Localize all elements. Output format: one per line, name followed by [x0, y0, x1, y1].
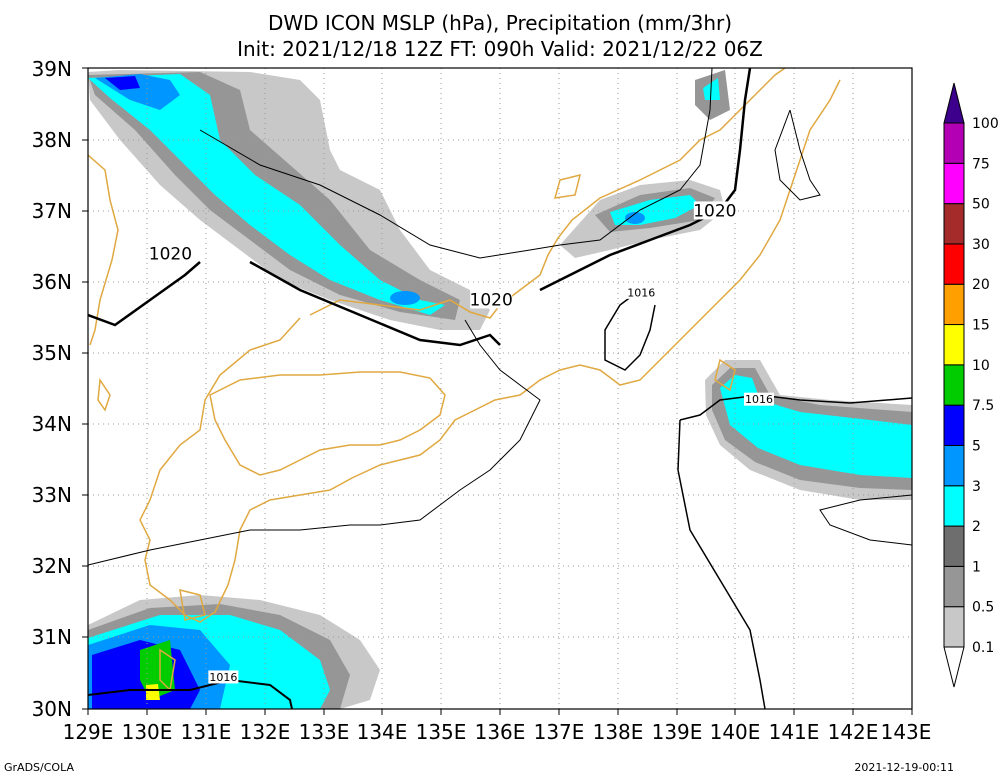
colorbar-box	[943, 606, 965, 648]
colorbar-label: 2	[972, 519, 981, 535]
colorbar-box	[943, 324, 965, 366]
lon-label: 134E	[357, 720, 408, 744]
precip-band-pacific-1mm	[720, 375, 912, 478]
x-axis: 129E 130E 131E 132E 133E 134E 135E 136E …	[63, 709, 932, 744]
plot-area: 1020 1020 1020 1016 1016 1016	[87, 67, 913, 710]
lon-label: 135E	[416, 720, 467, 744]
lat-label: 36N	[32, 270, 72, 294]
isobar-label-text: 1016	[209, 671, 237, 684]
colorbar-box	[943, 283, 965, 326]
isobar-label-text: 1020	[693, 202, 736, 222]
lon-label: 129E	[63, 720, 114, 744]
colorbar-box	[943, 404, 965, 446]
lon-label: 138E	[593, 720, 644, 744]
isobar-label: 1020	[149, 244, 192, 264]
isobar-label: 1016	[626, 285, 657, 299]
isobar-1020-central	[249, 260, 501, 347]
colorbar-box	[943, 203, 965, 245]
precip-cell-2mm-b	[390, 291, 420, 305]
precip-cell-2mm-d	[625, 212, 645, 224]
lon-label: 131E	[181, 720, 232, 744]
isobar-label: 1020	[470, 290, 513, 311]
lon-label: 139E	[652, 720, 703, 744]
lat-label: 39N	[32, 57, 72, 81]
lon-label: 141E	[769, 720, 820, 744]
graticule	[88, 68, 912, 709]
precip-cell-3mm	[105, 76, 140, 90]
isobar-label-text: 1016	[745, 393, 773, 406]
colorbar-label: 30	[972, 237, 990, 253]
colorbar-label: 3	[972, 479, 981, 495]
lat-label: 38N	[32, 128, 72, 152]
isobar-thin-se	[819, 494, 912, 546]
lat-label: 32N	[32, 554, 72, 578]
isobar-labels: 1020 1020 1020 1016 1016 1016	[149, 201, 774, 684]
colorbar-label: 20	[972, 277, 990, 293]
colorbar-label: 15	[972, 318, 990, 334]
colorbar-box	[943, 122, 965, 164]
lon-label: 142E	[828, 720, 879, 744]
y-axis: 30N 31N 32N 33N 34N 35N 36N 37N 38N 39N	[32, 57, 88, 721]
lon-label: 132E	[240, 720, 291, 744]
lon-label: 137E	[534, 720, 585, 744]
colorbar-label: 0.1	[972, 640, 994, 656]
lat-label: 33N	[32, 483, 72, 507]
isobar-label-text: 1020	[149, 244, 192, 264]
colorbar-label: 100	[972, 116, 999, 132]
colorbar-label: 50	[972, 197, 990, 213]
colorbar-label: 10	[972, 358, 990, 374]
precipitation-field	[88, 70, 912, 709]
lat-label: 35N	[32, 341, 72, 365]
lon-label: 143E	[881, 720, 932, 744]
colorbar-box	[943, 525, 965, 567]
isobar-thin-center	[88, 319, 541, 566]
colorbar-label: 7.5	[972, 398, 994, 414]
isobar-label: 1020	[693, 201, 736, 222]
precip-south-kyushu-7mm	[146, 684, 160, 700]
chart-subtitle: Init: 2021/12/18 12Z FT: 090h Valid: 202…	[237, 37, 763, 61]
precip-band-sea-of-japan-1mm	[88, 74, 445, 315]
lat-label: 30N	[32, 697, 72, 721]
colorbar-label: 5	[972, 438, 981, 454]
chart-title: DWD ICON MSLP (hPa), Precipitation (mm/3…	[267, 11, 733, 35]
lat-label: 34N	[32, 412, 72, 436]
isobar-thin-east	[774, 109, 821, 201]
colorbar-label: 1	[972, 559, 981, 575]
colorbar-min-triangle	[943, 646, 965, 688]
isobar-label-text: 1020	[470, 291, 513, 311]
lat-label: 31N	[32, 625, 72, 649]
footer-timestamp: 2021-12-19-00:11	[854, 761, 954, 774]
isobar-1016-honshu	[604, 289, 656, 371]
isobar-1020-west	[88, 261, 201, 327]
isobar-thin-north	[199, 68, 713, 259]
isobar-label: 1016	[743, 392, 774, 406]
colorbar-max-triangle	[943, 82, 965, 124]
colorbar-label: 0.5	[972, 600, 994, 616]
colorbar-box	[943, 485, 965, 527]
colorbar-box	[943, 444, 965, 487]
isobar-label-text: 1016	[627, 286, 655, 299]
colorbar-box	[943, 243, 965, 285]
colorbar-label: 75	[972, 156, 990, 172]
colorbar-box	[943, 364, 965, 406]
lon-label: 130E	[122, 720, 173, 744]
isobar-label: 1016	[208, 670, 239, 684]
lat-label: 37N	[32, 199, 72, 223]
colorbar: 0.1 0.5 1 2 3 5 7.5 10 15 20 30 50 75 100	[943, 82, 999, 688]
colorbar-box	[943, 162, 965, 205]
lon-label: 133E	[299, 720, 350, 744]
colorbar-box	[943, 565, 965, 608]
lon-label: 136E	[475, 720, 526, 744]
precip-cell-2mm-c	[286, 223, 314, 247]
isobar-1016-pacific-south	[677, 419, 766, 709]
lon-label: 140E	[710, 720, 761, 744]
footer-software: GrADS/COLA	[4, 761, 74, 774]
